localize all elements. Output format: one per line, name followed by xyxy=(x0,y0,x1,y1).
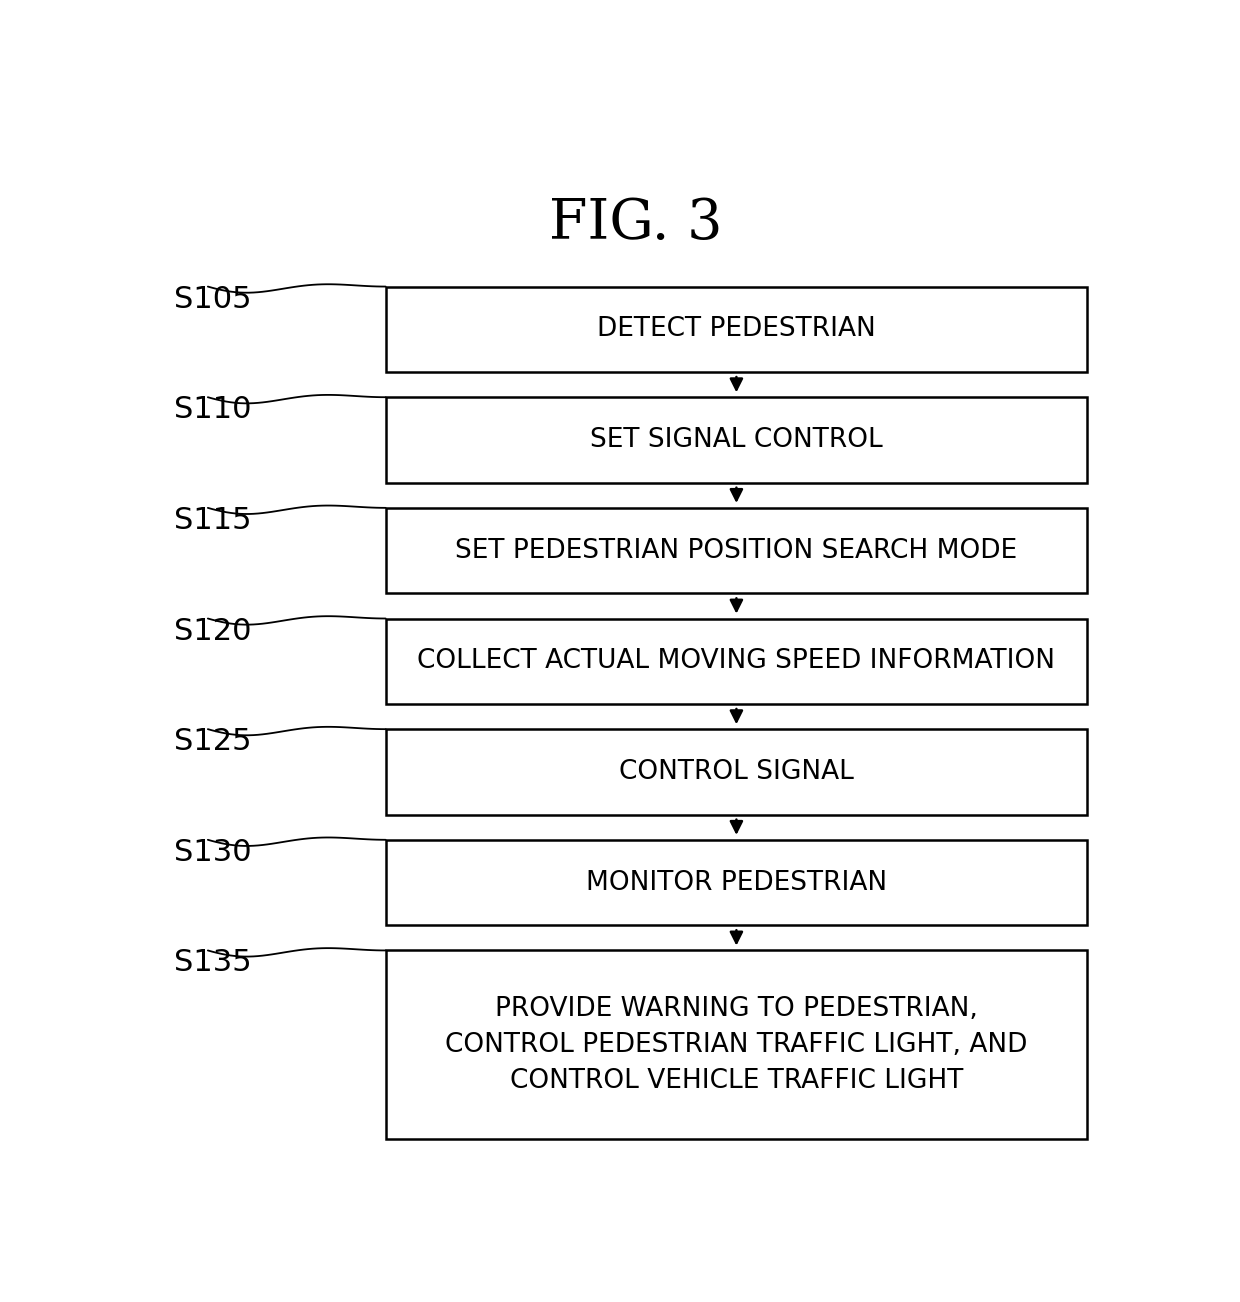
Text: S125: S125 xyxy=(174,727,252,756)
Bar xyxy=(386,508,1087,594)
Text: SET PEDESTRIAN POSITION SEARCH MODE: SET PEDESTRIAN POSITION SEARCH MODE xyxy=(455,538,1018,564)
Text: FIG. 3: FIG. 3 xyxy=(549,197,722,251)
Bar xyxy=(386,729,1087,815)
Text: S115: S115 xyxy=(174,506,252,535)
Text: S110: S110 xyxy=(174,396,252,424)
Text: S135: S135 xyxy=(174,948,252,978)
Bar xyxy=(386,840,1087,926)
Text: PROVIDE WARNING TO PEDESTRIAN,
CONTROL PEDESTRIAN TRAFFIC LIGHT, AND
CONTROL VEH: PROVIDE WARNING TO PEDESTRIAN, CONTROL P… xyxy=(445,996,1028,1094)
Bar xyxy=(386,286,1087,372)
Bar xyxy=(386,950,1087,1139)
Text: MONITOR PEDESTRIAN: MONITOR PEDESTRIAN xyxy=(585,870,887,896)
Text: SET SIGNAL CONTROL: SET SIGNAL CONTROL xyxy=(590,427,883,453)
Text: DETECT PEDESTRIAN: DETECT PEDESTRIAN xyxy=(596,316,875,342)
Text: S105: S105 xyxy=(174,285,252,314)
Bar xyxy=(386,397,1087,483)
Text: COLLECT ACTUAL MOVING SPEED INFORMATION: COLLECT ACTUAL MOVING SPEED INFORMATION xyxy=(418,648,1055,674)
Text: S120: S120 xyxy=(174,617,252,646)
Bar xyxy=(386,618,1087,704)
Text: CONTROL SIGNAL: CONTROL SIGNAL xyxy=(619,759,854,785)
Text: S130: S130 xyxy=(174,837,252,867)
